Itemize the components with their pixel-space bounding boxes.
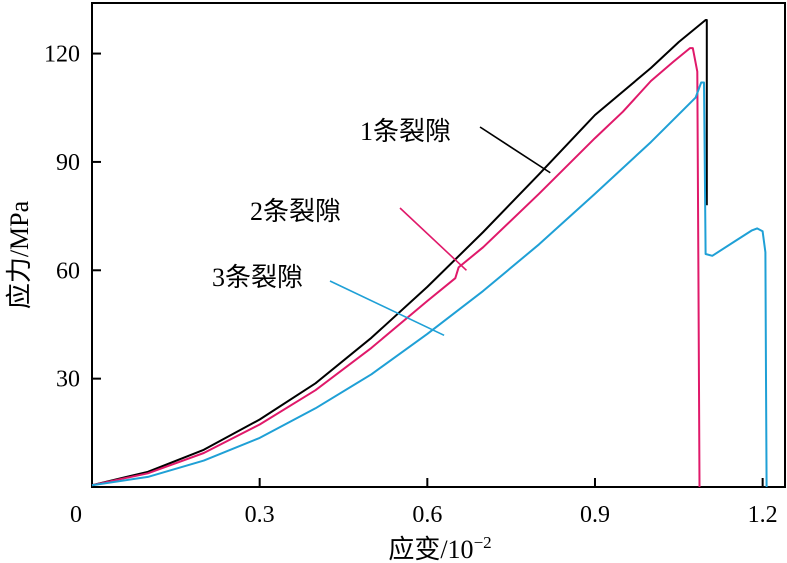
series-labels: 1条裂隙 2条裂隙 3条裂隙 [212,117,551,337]
y-axis-ticks: 30 60 90 120 [44,42,101,393]
series-lines [91,19,768,488]
x-tick-label: 0 [70,502,82,528]
x-axis-title: 应变/10−2 [388,533,491,563]
x-tick-label: 0.6 [412,502,442,528]
series-line-2 [91,47,701,488]
series-label-1: 1条裂隙 [360,117,451,146]
y-tick-label: 90 [56,150,80,176]
y-axis-title: 应力/MPa [5,200,34,309]
x-tick-label: 0.9 [580,502,610,528]
x-tick-label: 1.2 [748,502,778,528]
series-label-3: 3条裂隙 [212,263,303,292]
y-tick-label: 30 [56,367,80,393]
x-axis-ticks: 0 0.3 0.6 0.9 1.2 [70,478,778,528]
x-axis-title-exponent: −2 [474,533,492,552]
series-line-3 [91,81,768,488]
x-tick-label: 0.3 [245,502,275,528]
series-label-leader-1 [479,126,551,174]
y-tick-label: 120 [44,42,80,68]
series-label-2: 2条裂隙 [250,197,341,226]
series-line-1 [91,19,708,487]
y-tick-label: 60 [56,258,80,284]
plot-frame [91,2,786,488]
series-label-leader-2 [399,207,467,271]
series-label-leader-3 [329,280,445,337]
